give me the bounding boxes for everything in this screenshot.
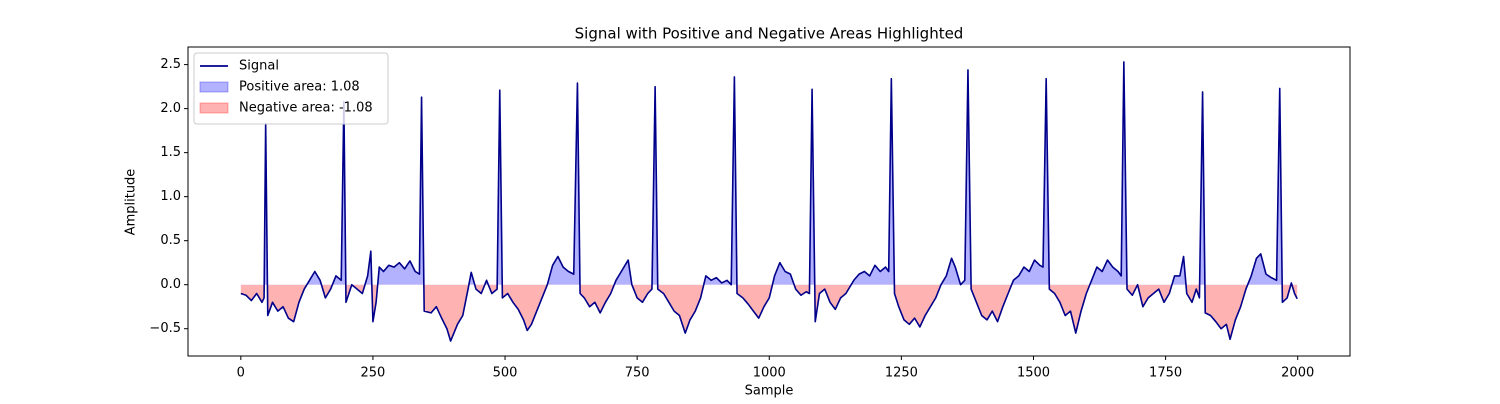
legend-label: Signal xyxy=(239,59,279,74)
x-tick-label: 1250 xyxy=(885,366,918,381)
y-tick-label: 0.0 xyxy=(160,277,181,292)
x-tick-label: 2000 xyxy=(1281,366,1314,381)
x-tick-label: 1500 xyxy=(1017,366,1050,381)
plot-area xyxy=(240,61,1298,342)
y-tick-label: 0.5 xyxy=(160,233,181,248)
x-tick-label: 500 xyxy=(493,366,518,381)
legend-patch xyxy=(199,81,229,93)
y-axis-label: Amplitude xyxy=(124,169,139,236)
y-tick-label: 2.5 xyxy=(160,57,181,72)
y-tick-label: 2.0 xyxy=(160,101,181,116)
x-tick-label: 0 xyxy=(237,366,245,381)
signal-line xyxy=(240,61,1298,342)
x-tick-label: 750 xyxy=(625,366,650,381)
y-tick-label: −0.5 xyxy=(149,321,181,336)
x-tick-label: 1750 xyxy=(1149,366,1182,381)
legend-box xyxy=(193,52,389,125)
legend-patch xyxy=(199,102,229,114)
chart-title: Signal with Positive and Negative Areas … xyxy=(575,25,964,43)
x-tick-label: 1000 xyxy=(753,366,786,381)
legend-label: Negative area: -1.08 xyxy=(239,101,373,116)
x-axis-label: Sample xyxy=(745,384,794,399)
y-tick-label: 1.0 xyxy=(160,189,181,204)
y-tick-label: 1.5 xyxy=(160,145,181,160)
legend-label: Positive area: 1.08 xyxy=(239,80,360,95)
x-tick-label: 250 xyxy=(361,366,386,381)
legend: Signal Positive area: 1.08 Negative area: … xyxy=(193,52,389,125)
